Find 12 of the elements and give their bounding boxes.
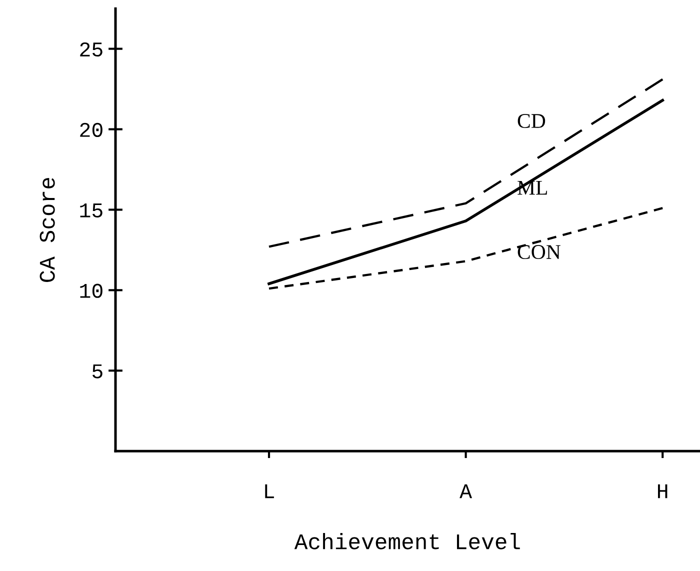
x-tick-label: L <box>265 484 274 498</box>
x-axis-title: Achievement Level <box>294 533 520 550</box>
y-tick-label: 5 <box>92 364 102 378</box>
y-tick-label: 15 <box>80 204 102 218</box>
y-tick-label: 20 <box>80 122 102 138</box>
y-tick-label: 10 <box>80 284 102 298</box>
series-label: CON <box>518 245 560 260</box>
series-label: CD <box>518 114 546 128</box>
x-tick-label: A <box>460 484 472 498</box>
y-tick-label: 25 <box>80 42 102 57</box>
y-axis-title: CA Score <box>40 178 55 282</box>
x-tick-label: H <box>658 484 668 498</box>
